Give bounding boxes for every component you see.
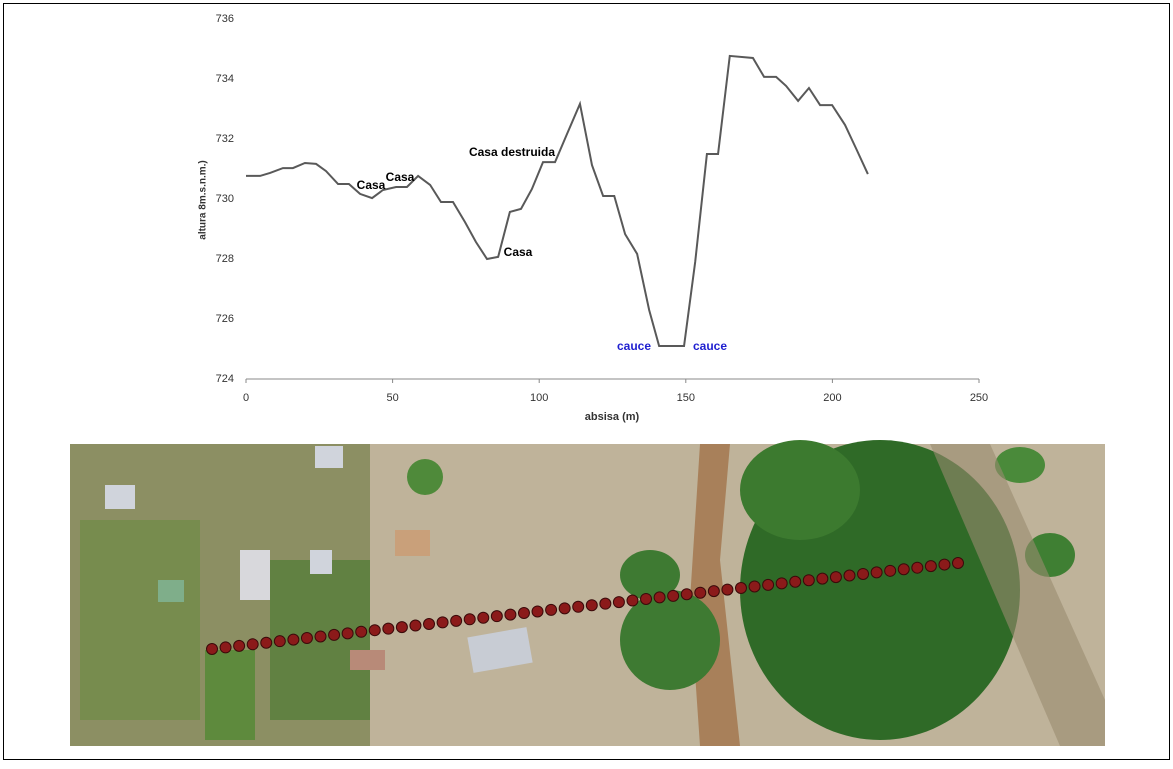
- transect-point: [233, 639, 246, 652]
- transect-point: [423, 617, 436, 630]
- transect-point: [612, 596, 625, 609]
- transect-point: [477, 611, 490, 624]
- annotation: cauce: [617, 339, 651, 353]
- transect-point: [843, 569, 856, 582]
- annotation: Casa: [504, 245, 533, 259]
- transect-point: [463, 613, 476, 626]
- transect-point: [802, 574, 815, 587]
- transect-point: [789, 575, 802, 588]
- transect-point: [626, 594, 639, 607]
- transect-point: [870, 566, 883, 579]
- x-tick-label: 100: [530, 392, 548, 404]
- transect-point: [341, 627, 354, 640]
- transect-point: [694, 586, 707, 599]
- transect-point: [219, 641, 232, 654]
- transect-point: [287, 633, 300, 646]
- transect-point: [938, 558, 951, 571]
- transect-point: [273, 635, 286, 648]
- y-tick-label: 728: [216, 253, 234, 265]
- transect-point: [409, 619, 422, 632]
- annotation: cauce: [693, 339, 727, 353]
- transect-point: [911, 561, 924, 574]
- x-axis-label: absisa (m): [585, 411, 640, 423]
- transect-point: [680, 588, 693, 601]
- transect-point: [762, 578, 775, 591]
- profile-line: [246, 54, 869, 347]
- transect-point: [816, 572, 829, 585]
- y-axis-label: altura 8m.s.n.m.): [198, 160, 209, 239]
- transect-point: [368, 624, 381, 637]
- transect-point: [640, 592, 653, 605]
- transect-point: [260, 636, 273, 649]
- x-tick-label: 0: [243, 392, 249, 404]
- transect-point: [382, 622, 395, 635]
- transect-point: [355, 625, 368, 638]
- transect-point: [924, 560, 937, 573]
- transect-point: [395, 621, 408, 634]
- y-tick-label: 734: [216, 73, 234, 85]
- annotation: Casa: [357, 178, 386, 192]
- transect-point: [206, 643, 218, 655]
- transect-point: [300, 632, 313, 645]
- transect-point: [531, 605, 544, 618]
- transect-point: [246, 638, 259, 651]
- transect-point: [328, 628, 341, 641]
- annotation: Casa destruida: [469, 145, 555, 159]
- transect-point: [775, 577, 788, 590]
- transect-point: [599, 597, 612, 610]
- transect-point: [314, 630, 327, 643]
- transect-point: [667, 589, 680, 602]
- transect-point: [450, 614, 463, 627]
- transect-point: [585, 599, 598, 612]
- transect-point: [707, 585, 720, 598]
- transect-point: [748, 580, 761, 593]
- transect-point: [545, 603, 558, 616]
- y-tick-label: 732: [216, 133, 234, 145]
- transect-point: [504, 608, 517, 621]
- transect-point: [857, 567, 870, 580]
- x-tick-label: 150: [677, 392, 695, 404]
- transect-point: [884, 564, 897, 577]
- y-tick-label: 730: [216, 193, 234, 205]
- transect-point: [897, 563, 910, 576]
- transect-point: [517, 607, 530, 620]
- y-tick-label: 736: [216, 13, 234, 25]
- aerial-photo: [70, 440, 1105, 746]
- transect-point: [436, 616, 449, 629]
- transect-point: [558, 602, 571, 615]
- transect-point: [734, 582, 747, 595]
- x-tick-label: 50: [386, 392, 398, 404]
- transect-point: [829, 571, 842, 584]
- transect-point: [572, 600, 585, 613]
- transect-point: [653, 591, 666, 604]
- transect-points: [206, 557, 964, 655]
- y-tick-label: 726: [216, 313, 234, 325]
- transect-point: [721, 583, 734, 596]
- x-tick-label: 200: [823, 392, 841, 404]
- y-tick-label: 724: [216, 373, 234, 385]
- x-tick-label: 250: [970, 392, 988, 404]
- transect-point: [952, 557, 964, 569]
- transect-point: [490, 610, 503, 623]
- annotation: Casa: [386, 170, 415, 184]
